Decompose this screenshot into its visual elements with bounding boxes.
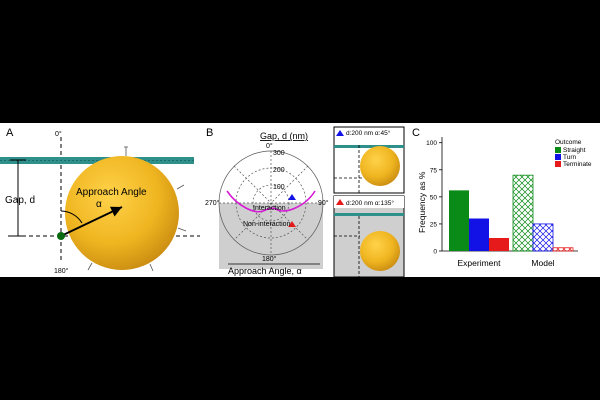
y-ticks: 0 25 50 75 100 — [426, 140, 442, 256]
angle-90: 90° — [318, 199, 329, 207]
angle-title: Approach Angle, α — [228, 266, 302, 276]
bar-model-straight — [512, 174, 534, 252]
legend-swatch-straight — [555, 147, 561, 153]
sphere — [65, 156, 179, 270]
bar-model-turn — [532, 223, 554, 252]
angle-180-label: 180° — [54, 267, 69, 275]
inset-top: d:200 nm α:45° — [333, 126, 405, 194]
angle-0: 0° — [266, 142, 273, 150]
x-label-model: Model — [531, 258, 554, 268]
gap-title: Gap, d (nm) — [260, 131, 308, 141]
legend: Outcome Straight Turn Terminate — [555, 139, 592, 168]
approach-arrow — [60, 206, 123, 237]
inset-top-label: d:200 nm α:45° — [346, 129, 391, 137]
figure: A Gap, d Approach Angle α 0° 180° — [0, 123, 600, 278]
panel-c: C Frequency as % 0 25 50 75 100 Experiment Mo… — [412, 127, 592, 268]
figure-svg: A Gap, d Approach Angle α 0° 180° — [0, 126, 592, 278]
y-tick-label: 50 — [430, 194, 438, 201]
cell-dot — [57, 232, 65, 240]
angle-180: 180° — [262, 255, 277, 263]
x-label-experiment: Experiment — [458, 258, 502, 268]
approach-angle-label: Approach Angle — [76, 187, 147, 198]
bars — [449, 174, 574, 252]
y-tick-label: 25 — [430, 221, 438, 228]
y-axis-label: Frequency as % — [417, 171, 427, 233]
legend-title: Outcome — [555, 139, 582, 146]
panel-b-label: B — [206, 127, 213, 139]
interaction-boundary — [226, 190, 316, 213]
bar-experiment-straight — [449, 190, 469, 251]
inset-top-marker — [336, 130, 344, 136]
alpha-label: α — [96, 199, 102, 210]
bar-model-terminate — [552, 247, 574, 252]
y-tick-label: 75 — [430, 167, 438, 174]
gap-label: Gap, d — [5, 195, 35, 206]
inset-bottom: d:200 nm α:135° — [333, 195, 405, 278]
inset-bottom-label: d:200 nm α:135° — [346, 199, 394, 207]
non-interaction-label: Non-interaction — [243, 221, 291, 228]
angle-0-label: 0° — [55, 130, 62, 138]
tick-300: 300 — [273, 150, 285, 157]
panel-a: A Gap, d Approach Angle α 0° 180° — [0, 127, 200, 275]
panel-a-label: A — [6, 127, 14, 139]
legend-terminate: Terminate — [563, 161, 592, 168]
x-labels: Experiment Model — [458, 258, 555, 268]
marker-45 — [288, 194, 296, 200]
legend-straight: Straight — [563, 147, 586, 154]
marker-135 — [288, 221, 296, 227]
interaction-label: Interaction — [253, 205, 286, 212]
polar-grid — [218, 150, 324, 256]
sphere-protrusions — [87, 146, 187, 272]
panel-b: B Gap, d (nm) 300 200 100 0° 270° 90° 18… — [205, 126, 405, 278]
angle-arc — [60, 210, 83, 224]
y-tick-label: 0 — [433, 249, 437, 256]
tick-100: 100 — [273, 184, 285, 191]
legend-turn: Turn — [563, 154, 577, 161]
bar-experiment-turn — [469, 218, 489, 251]
bar-experiment-terminate — [489, 238, 509, 251]
y-tick-label: 100 — [426, 140, 437, 147]
legend-swatch-turn — [555, 154, 561, 160]
legend-swatch-terminate — [555, 161, 561, 167]
inset-bottom-marker — [336, 199, 344, 205]
tick-200: 200 — [273, 167, 285, 174]
panel-c-label: C — [412, 127, 420, 139]
angle-270: 270° — [205, 199, 220, 207]
